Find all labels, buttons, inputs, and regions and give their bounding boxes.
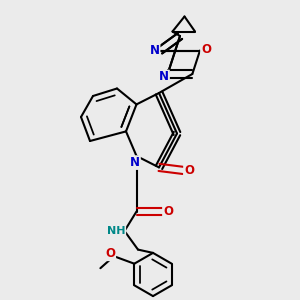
Text: O: O xyxy=(163,205,173,218)
Text: O: O xyxy=(105,247,115,260)
Text: N: N xyxy=(159,70,169,83)
Text: N: N xyxy=(130,156,140,169)
Text: NH: NH xyxy=(107,226,125,236)
Text: O: O xyxy=(184,164,194,177)
Text: O: O xyxy=(201,43,211,56)
Text: N: N xyxy=(150,44,160,57)
